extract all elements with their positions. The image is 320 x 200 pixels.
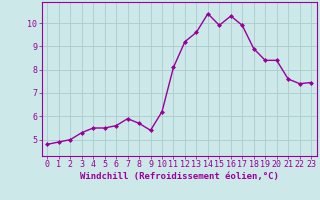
X-axis label: Windchill (Refroidissement éolien,°C): Windchill (Refroidissement éolien,°C) xyxy=(80,172,279,181)
